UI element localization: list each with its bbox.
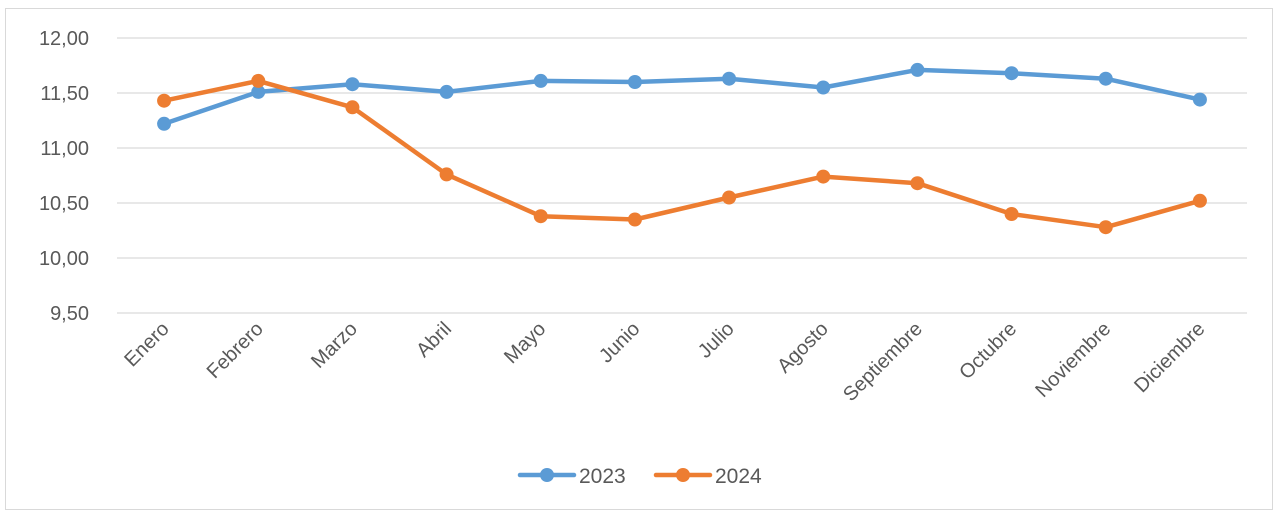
data-point bbox=[251, 73, 266, 88]
data-point bbox=[722, 71, 737, 86]
data-point bbox=[1098, 71, 1113, 86]
series-2023 bbox=[157, 62, 1207, 131]
data-point bbox=[251, 84, 266, 99]
data-point bbox=[627, 75, 642, 89]
data-point bbox=[533, 209, 548, 224]
data-point bbox=[345, 100, 360, 115]
data-point bbox=[157, 116, 172, 131]
data-point bbox=[627, 212, 642, 227]
data-point bbox=[439, 84, 454, 99]
data-point bbox=[910, 62, 925, 77]
x-tick-label: Noviembre bbox=[1031, 318, 1115, 402]
data-point bbox=[157, 93, 172, 108]
y-tick-label: 11,00 bbox=[40, 138, 89, 160]
legend-item: 2024 bbox=[653, 465, 762, 488]
x-tick-label: Julio bbox=[694, 318, 739, 363]
y-tick-label: 11,50 bbox=[40, 83, 89, 105]
series-2024 bbox=[157, 73, 1207, 235]
data-point bbox=[1098, 220, 1113, 235]
legend-marker bbox=[676, 468, 690, 482]
series-lines bbox=[157, 62, 1207, 235]
legend: 2023 2024 bbox=[517, 465, 762, 488]
data-point bbox=[816, 169, 831, 184]
x-tick-label: Junio bbox=[595, 318, 644, 367]
legend-label: 2023 bbox=[579, 465, 626, 488]
x-tick-label: Septiembre bbox=[839, 318, 927, 406]
x-tick-label: Febrero bbox=[203, 318, 268, 383]
data-point bbox=[816, 80, 831, 95]
y-tick-label: 9,50 bbox=[50, 303, 89, 325]
x-tick-label: Abril bbox=[412, 318, 456, 362]
data-point bbox=[1192, 193, 1207, 208]
x-tick-label: Diciembre bbox=[1130, 318, 1209, 397]
data-point bbox=[1004, 66, 1019, 81]
x-axis-tick-labels: Enero Febrero Marzo Abril Mayo Junio Julio Agos… bbox=[120, 318, 1209, 406]
data-point bbox=[345, 77, 360, 92]
x-tick-label: Marzo bbox=[307, 318, 362, 373]
y-tick-label: 10,50 bbox=[39, 193, 89, 215]
y-axis-tick-labels: 9,50 10,00 10,50 11,00 11,50 12,00 bbox=[39, 28, 89, 325]
series-line bbox=[161, 78, 1203, 230]
x-tick-label: Enero bbox=[120, 318, 173, 371]
y-tick-label: 10,00 bbox=[39, 248, 89, 270]
y-tick-label: 12,00 bbox=[39, 28, 89, 50]
data-point bbox=[722, 190, 737, 205]
x-tick-label: Mayo bbox=[500, 318, 550, 368]
legend-marker bbox=[540, 468, 554, 482]
legend-item: 2023 bbox=[517, 465, 626, 488]
data-point bbox=[1192, 92, 1207, 107]
series-line bbox=[161, 67, 1203, 127]
x-tick-label: Octubre bbox=[955, 318, 1021, 384]
data-point bbox=[1004, 207, 1019, 221]
legend-label: 2024 bbox=[715, 465, 762, 488]
data-point bbox=[533, 73, 548, 88]
data-point bbox=[910, 176, 925, 191]
x-tick-label: Agosto bbox=[773, 318, 833, 378]
data-point bbox=[439, 167, 454, 182]
